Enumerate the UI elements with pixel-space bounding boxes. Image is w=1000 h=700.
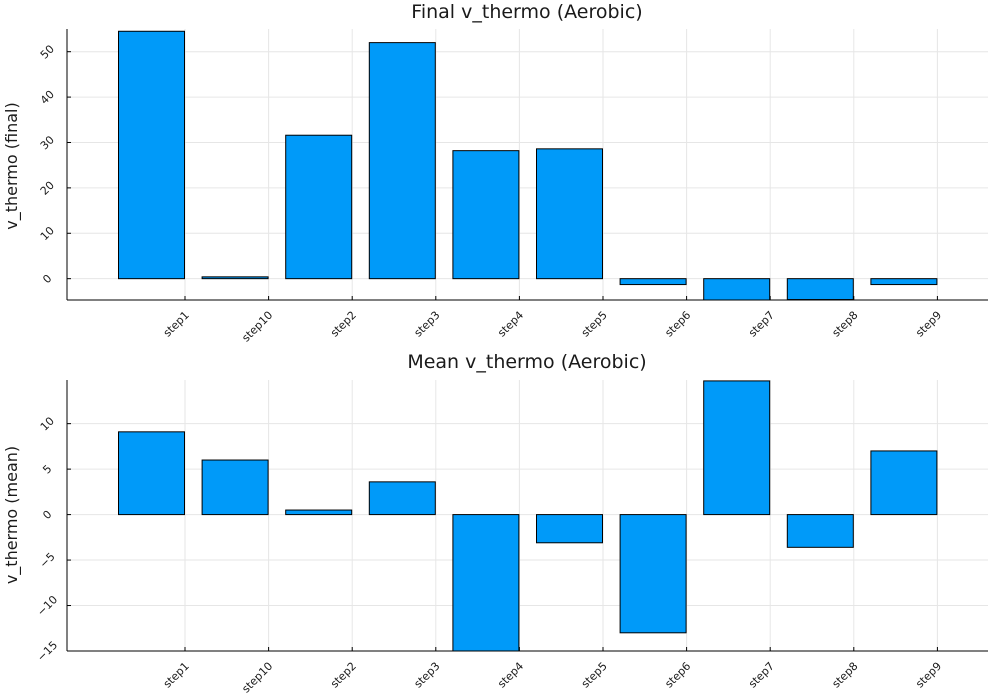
bar-step6	[619, 278, 687, 286]
y-tick-label: 20	[38, 179, 57, 198]
bar-step8	[786, 278, 854, 301]
bar-step5	[536, 514, 603, 544]
bar-step2	[285, 509, 353, 516]
x-tick-label: step6	[662, 309, 693, 340]
mean-v-thermo-panel: Mean v_thermo (Aerobic) v_thermo (mean) …	[2, 351, 988, 696]
bar-step9	[870, 278, 938, 286]
final-v-thermo-panel: Final v_thermo (Aerobic) v_thermo (final…	[2, 1, 988, 345]
bar-step10	[201, 459, 269, 516]
y-tick-label: 10	[38, 224, 57, 243]
x-tick-label: step3	[412, 660, 443, 691]
bar-step6	[619, 514, 687, 634]
x-tick-label: step5	[579, 309, 610, 340]
y-tick-label: −15	[35, 639, 61, 665]
bar-step1	[118, 431, 185, 516]
y-axis-label: v_thermo (mean)	[2, 446, 22, 584]
y-tick-label: −10	[35, 593, 61, 619]
x-tick-label: step8	[830, 660, 861, 691]
x-tick-label: step4	[495, 660, 526, 691]
x-tick-label: step2	[328, 660, 359, 691]
bar-step4	[452, 514, 520, 652]
x-tick-label: step3	[412, 309, 443, 340]
x-tick-label: step2	[328, 309, 359, 340]
bar-step1	[118, 30, 185, 280]
x-tick-label: step4	[495, 309, 526, 340]
y-tick-label: 5	[40, 462, 54, 476]
x-tick-label: step5	[579, 660, 610, 691]
x-tick-label: step6	[662, 660, 693, 691]
y-tick-label: 40	[38, 88, 57, 107]
bar-step2	[285, 134, 353, 280]
bar-step3	[368, 481, 436, 516]
bar-step5	[536, 148, 603, 280]
chart-title: Final v_thermo (Aerobic)	[411, 1, 642, 23]
bar-step7	[703, 380, 771, 516]
bar-step8	[786, 514, 854, 548]
x-tick-label: step9	[913, 660, 944, 691]
bar-step4	[452, 150, 520, 280]
bar-step9	[870, 450, 938, 516]
x-tick-label: step7	[746, 309, 777, 340]
y-tick-label: 50	[38, 43, 57, 62]
x-tick-label: step10	[239, 309, 275, 345]
x-tick-label: step7	[746, 660, 777, 691]
x-tick-label: step1	[161, 309, 192, 340]
x-tick-label: step8	[830, 309, 861, 340]
y-tick-label: 0	[40, 508, 54, 522]
x-tick-label: step9	[913, 309, 944, 340]
y-tick-label: −5	[37, 550, 58, 571]
bar-step7	[703, 278, 771, 301]
y-tick-label: 10	[38, 414, 57, 433]
chart-title: Mean v_thermo (Aerobic)	[407, 351, 646, 373]
y-tick-label: 0	[40, 272, 54, 286]
x-tick-label: step1	[161, 660, 192, 691]
bar-step3	[368, 42, 436, 280]
y-tick-label: 30	[38, 133, 57, 152]
bar-step10	[201, 276, 269, 280]
y-axis-label: v_thermo (final)	[2, 102, 22, 229]
x-tick-label: step10	[239, 660, 275, 696]
